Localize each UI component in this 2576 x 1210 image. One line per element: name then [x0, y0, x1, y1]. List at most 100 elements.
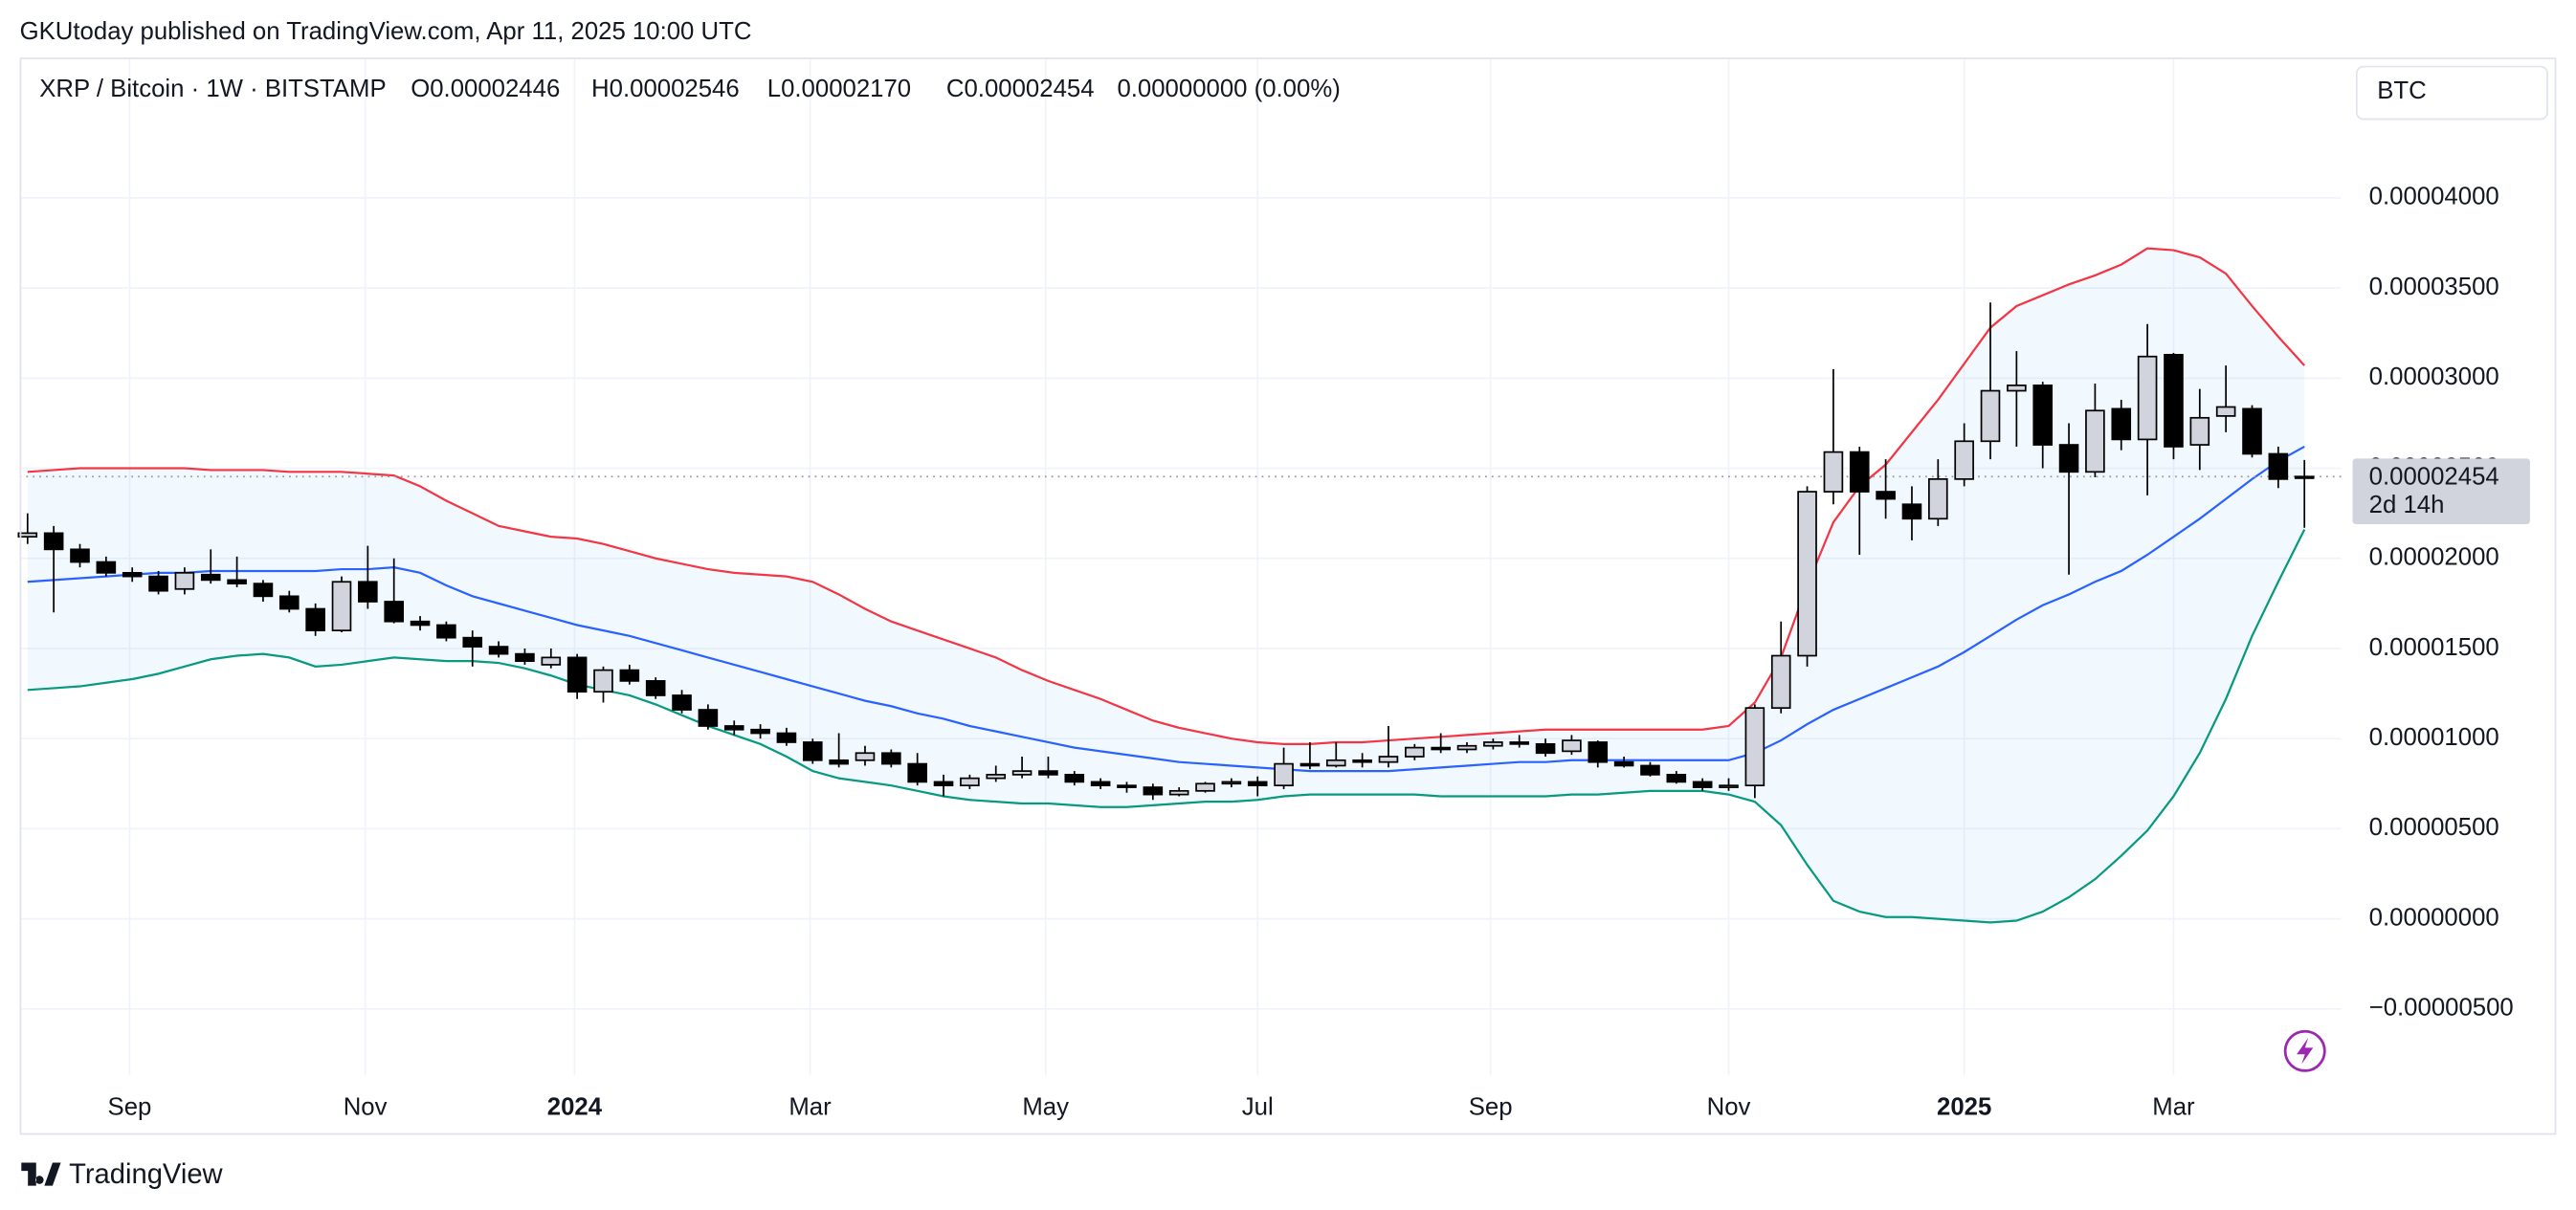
band-line	[27, 445, 2305, 773]
candle-body	[1195, 782, 1215, 792]
candle	[1823, 368, 1844, 505]
candle	[410, 616, 431, 631]
candle-body	[986, 774, 1007, 780]
candle	[1770, 621, 1791, 714]
candle-body	[1954, 440, 1974, 480]
candle	[2085, 383, 2105, 477]
candle	[1640, 761, 1660, 777]
candle	[698, 704, 719, 730]
candle	[1562, 735, 1582, 756]
candle	[802, 738, 823, 764]
symbol-title: XRP / Bitcoin · 1W · BITSTAMP	[39, 76, 386, 102]
lightning-bolt[interactable]	[2297, 1038, 2314, 1065]
candle	[829, 733, 849, 768]
candle-body	[1744, 707, 1765, 787]
candle-body	[593, 669, 613, 693]
candle-body	[1456, 744, 1477, 751]
candle	[2242, 405, 2262, 458]
currency-label[interactable]: BTC	[2377, 77, 2427, 104]
candle	[1928, 459, 1948, 526]
ohlc-high: H0.00002546	[591, 76, 740, 102]
currency-button[interactable]: BTC	[2355, 65, 2548, 121]
ohlc-close: C0.00002454	[946, 76, 1095, 102]
candle	[2268, 446, 2289, 489]
lightning-icon[interactable]	[2283, 1029, 2326, 1072]
candle-body	[1823, 451, 1844, 493]
candle-body	[2242, 407, 2262, 455]
candle-body	[1378, 756, 1399, 763]
candle	[723, 720, 744, 736]
candle-body	[436, 624, 456, 639]
plot-layer	[17, 58, 2342, 1076]
legend-header: XRP / Bitcoin · 1W · BITSTAMP O0.0000244…	[39, 76, 1341, 102]
candle	[148, 570, 168, 595]
candle	[1719, 778, 1739, 791]
candle	[1431, 733, 1451, 754]
candle-body	[384, 601, 404, 623]
candle-body	[1274, 762, 1294, 787]
candle	[1299, 741, 1321, 770]
candle-body	[462, 636, 483, 648]
candle-body	[698, 709, 719, 727]
candle-body	[1770, 654, 1791, 710]
candle	[541, 648, 562, 669]
candle	[227, 556, 247, 587]
candle	[1849, 446, 1870, 555]
candle	[1405, 743, 1425, 760]
y-tick-label: 0.00003500	[2369, 274, 2499, 300]
candle	[200, 549, 221, 584]
candle-body	[1143, 786, 1164, 796]
candle-body	[933, 781, 954, 787]
candle-body	[802, 741, 823, 761]
candle-body	[1405, 746, 1425, 758]
candle-body	[829, 759, 849, 765]
candle	[384, 558, 404, 624]
candle	[96, 556, 117, 577]
candle-body	[776, 732, 797, 743]
candle	[1195, 781, 1215, 793]
candle	[2111, 399, 2132, 451]
candle	[593, 666, 613, 703]
candle-body	[1011, 770, 1033, 776]
candle	[1954, 423, 1974, 487]
candle-body	[1535, 742, 1556, 755]
candle-body	[619, 669, 640, 682]
candle-body	[70, 548, 90, 563]
candle	[1666, 771, 1687, 784]
candle	[566, 653, 588, 699]
candle	[1011, 757, 1033, 779]
candle	[881, 749, 901, 768]
chart-frame	[19, 57, 2557, 1135]
currency-button-box[interactable]	[2355, 65, 2548, 121]
candle	[960, 774, 980, 789]
x-tick-label: Mar	[2152, 1094, 2195, 1121]
candle	[1744, 704, 1765, 799]
candle	[855, 745, 876, 766]
candle-body	[855, 752, 876, 761]
candle-body	[541, 656, 562, 666]
x-tick-label: 2024	[547, 1094, 603, 1121]
y-tick-label: 0.00001500	[2369, 634, 2499, 661]
candle	[1274, 747, 1294, 789]
candle-body	[488, 646, 509, 655]
candle	[1980, 302, 2001, 460]
candle-body	[148, 575, 168, 592]
candle	[1876, 459, 1896, 519]
candle-body	[2058, 444, 2079, 473]
candle	[462, 630, 483, 667]
y-tick-label: 0.00000000	[2369, 904, 2499, 931]
candle-body	[1666, 774, 1687, 783]
candle-body	[2007, 385, 2027, 392]
candle	[1535, 738, 1556, 758]
price-tag	[2352, 458, 2530, 525]
candle	[1692, 778, 1713, 791]
candle	[1168, 787, 1189, 797]
candle	[70, 543, 90, 568]
ohlc-low: L0.00002170	[767, 76, 911, 102]
candle-body	[2032, 385, 2054, 446]
y-tick-label: 0.00000500	[2369, 814, 2499, 841]
candle-body	[1325, 759, 1346, 767]
candle	[1325, 741, 1346, 768]
